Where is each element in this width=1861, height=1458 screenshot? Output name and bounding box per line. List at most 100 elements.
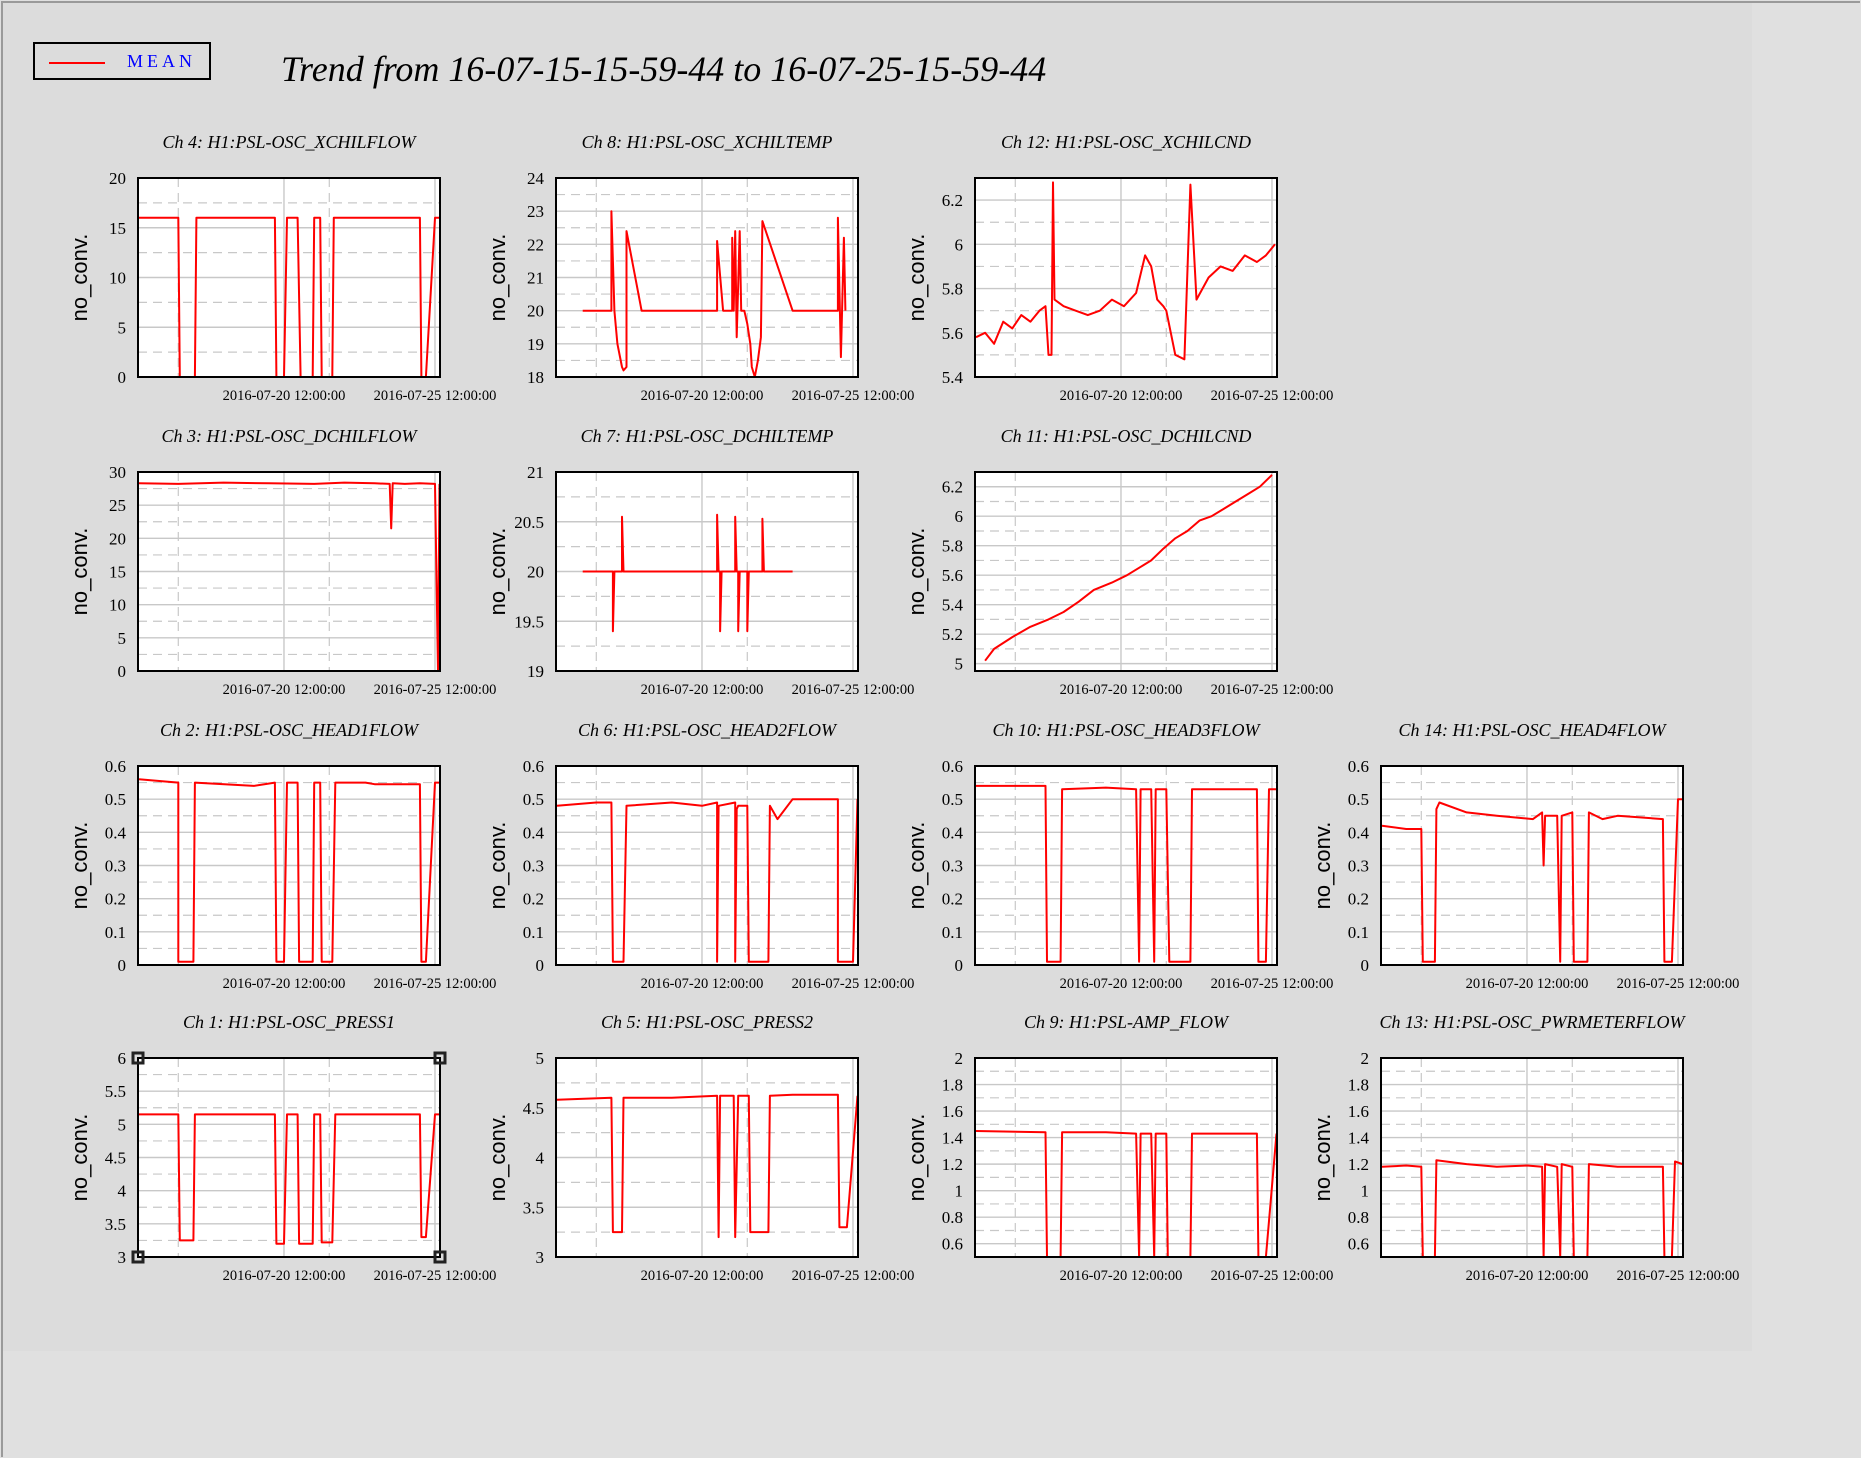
y-tick-label: 0.8 (1348, 1208, 1369, 1227)
y-tick-label: 21 (527, 463, 544, 482)
y-tick-label: 0.5 (105, 790, 126, 809)
y-tick-label: 5.2 (942, 625, 963, 644)
y-tick-label: 2 (955, 1049, 964, 1068)
y-axis-label: no_conv. (67, 528, 92, 616)
y-tick-label: 0.5 (1348, 790, 1369, 809)
chart-panel-1: 0 5 10 15 20 2016-07-20 12:00:00 2016-07-25 12… (67, 132, 496, 404)
y-tick-label: 30 (109, 463, 126, 482)
y-tick-label: 5 (118, 1115, 127, 1134)
y-tick-label: 5.8 (942, 280, 963, 299)
chart-title: Ch 11: H1:PSL-OSC_DCHILCND (1001, 426, 1252, 446)
chart-panel-9: 0 0.1 0.2 0.3 0.4 0.5 0.6 2016-07-20 12:00:00 20… (904, 720, 1333, 992)
x-tick-label: 2016-07-20 12:00:00 (223, 388, 346, 404)
x-tick-label: 2016-07-25 12:00:00 (792, 1268, 915, 1284)
resize-handle[interactable] (433, 1051, 447, 1065)
resize-handle[interactable] (131, 1051, 145, 1065)
y-tick-label: 1 (1361, 1182, 1370, 1201)
x-tick-label: 2016-07-25 12:00:00 (374, 682, 497, 698)
y-tick-label: 4.5 (105, 1149, 126, 1168)
y-tick-label: 19 (527, 662, 544, 681)
y-axis-label: no_conv. (485, 822, 510, 910)
chart-panel-5: 19 19.5 20 20.5 21 2016-07-20 12:00:00 2016-07… (485, 426, 914, 698)
y-tick-label: 0.1 (942, 923, 963, 942)
y-tick-label: 6 (955, 507, 964, 526)
chart-title: Ch 3: H1:PSL-OSC_DCHILFLOW (161, 426, 418, 446)
x-tick-label: 2016-07-25 12:00:00 (792, 682, 915, 698)
y-tick-label: 5 (536, 1049, 545, 1068)
x-tick-label: 2016-07-25 12:00:00 (1617, 1268, 1740, 1284)
chart-title: Ch 1: H1:PSL-OSC_PRESS1 (183, 1012, 395, 1032)
y-axis-label: no_conv. (485, 234, 510, 322)
x-tick-label: 2016-07-20 12:00:00 (1060, 682, 1183, 698)
y-tick-label: 0.3 (1348, 857, 1369, 876)
page-title: Trend from 16-07-15-15-59-44 to 16-07-25… (281, 49, 1047, 89)
y-tick-label: 6 (955, 235, 964, 254)
selection-handles[interactable] (131, 1051, 447, 1264)
y-tick-label: 4 (118, 1182, 127, 1201)
y-tick-label: 20.5 (514, 513, 544, 532)
y-tick-label: 0 (118, 368, 127, 387)
y-axis-label: no_conv. (904, 528, 929, 616)
y-tick-label: 0.6 (105, 757, 126, 776)
resize-handle[interactable] (433, 1250, 447, 1264)
x-tick-label: 2016-07-25 12:00:00 (1211, 1268, 1334, 1284)
chart-title: Ch 6: H1:PSL-OSC_HEAD2FLOW (578, 720, 838, 740)
chart-panel-6: 5 5.2 5.4 5.6 5.8 6 6.2 2016-07-20 12:00:00 2016… (904, 426, 1333, 698)
chart-title: Ch 7: H1:PSL-OSC_DCHILTEMP (581, 426, 834, 446)
x-tick-label: 2016-07-25 12:00:00 (792, 976, 915, 992)
x-tick-label: 2016-07-25 12:00:00 (1211, 682, 1334, 698)
y-tick-label: 4.5 (523, 1099, 544, 1118)
plot-frame (974, 765, 1278, 966)
series-line (975, 181, 1276, 361)
chart-title: Ch 5: H1:PSL-OSC_PRESS2 (601, 1012, 813, 1032)
y-tick-label: 18 (527, 368, 544, 387)
x-tick-label: 2016-07-20 12:00:00 (223, 682, 346, 698)
y-tick-label: 0.2 (942, 890, 963, 909)
y-tick-label: 5 (118, 629, 127, 648)
y-tick-label: 0.4 (1348, 823, 1370, 842)
y-axis-label: no_conv. (904, 1114, 929, 1202)
y-tick-label: 5 (955, 655, 964, 674)
y-tick-label: 0.5 (523, 790, 544, 809)
y-tick-label: 0.6 (1348, 1235, 1369, 1254)
x-tick-label: 2016-07-20 12:00:00 (1060, 1268, 1183, 1284)
y-tick-label: 0 (1361, 956, 1370, 975)
series-line (984, 474, 1273, 662)
y-tick-label: 5.4 (942, 596, 964, 615)
y-tick-label: 15 (109, 563, 126, 582)
y-tick-label: 0.3 (942, 857, 963, 876)
chart-panel-7: 0 0.1 0.2 0.3 0.4 0.5 0.6 2016-07-20 12:00:00 20… (67, 720, 496, 992)
y-tick-label: 0.8 (942, 1208, 963, 1227)
plot-frame (137, 1057, 441, 1258)
plot-frame (555, 177, 859, 378)
y-axis-label: no_conv. (485, 1114, 510, 1202)
chart-panel-3: 5.4 5.6 5.8 6 6.2 2016-07-20 12:00:00 2016-07-… (904, 132, 1333, 404)
plot-frame (137, 177, 441, 378)
x-tick-label: 2016-07-20 12:00:00 (223, 976, 346, 992)
series-line (582, 513, 793, 633)
series-line (138, 778, 440, 963)
chart-panel-4: 0 5 10 15 20 25 30 2016-07-20 12:00:00 2016-07-2… (67, 426, 496, 698)
y-axis-label: no_conv. (67, 234, 92, 322)
x-tick-label: 2016-07-20 12:00:00 (641, 682, 764, 698)
y-tick-label: 0 (118, 956, 127, 975)
y-axis-label: no_conv. (904, 822, 929, 910)
y-tick-label: 0.3 (105, 857, 126, 876)
y-tick-label: 2 (1361, 1049, 1370, 1068)
y-tick-label: 0.4 (523, 823, 545, 842)
y-tick-label: 20 (527, 563, 544, 582)
y-axis-label: no_conv. (67, 822, 92, 910)
series-line (139, 1113, 440, 1245)
y-tick-label: 20 (527, 302, 544, 321)
y-tick-label: 1 (955, 1182, 964, 1201)
y-axis-label: no_conv. (67, 1114, 92, 1202)
y-tick-label: 5.4 (942, 368, 964, 387)
x-tick-label: 2016-07-20 12:00:00 (1466, 1268, 1589, 1284)
x-tick-label: 2016-07-25 12:00:00 (1211, 388, 1334, 404)
legend-swatch (49, 62, 105, 64)
y-tick-label: 21 (527, 269, 544, 288)
chart-title: Ch 9: H1:PSL-AMP_FLOW (1024, 1012, 1230, 1032)
resize-handle[interactable] (131, 1250, 145, 1264)
y-tick-label: 0.5 (942, 790, 963, 809)
